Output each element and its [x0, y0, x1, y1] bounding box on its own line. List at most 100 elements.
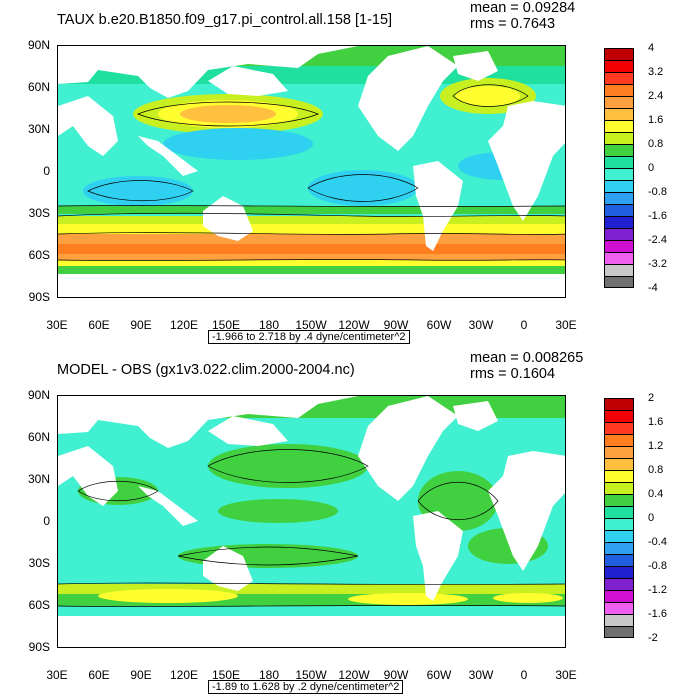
colorbar-label: 4	[648, 42, 655, 54]
colorbar-label: -1.2	[648, 584, 667, 596]
colorbar-label: 3.2	[648, 66, 664, 78]
mean-value: mean = 0.008265	[470, 350, 584, 366]
lat-label: 0	[43, 164, 50, 178]
colorbar-swatch	[604, 506, 634, 518]
colorbar	[604, 48, 634, 288]
colorbar-swatch	[604, 48, 634, 60]
colorbar	[604, 398, 634, 638]
lat-label: 30S	[28, 206, 50, 220]
lon-label: 30E	[555, 318, 577, 332]
lon-label: 60W	[426, 668, 452, 682]
map-plot	[57, 45, 566, 298]
colorbar-swatch	[604, 458, 634, 470]
lon-label: 120E	[169, 668, 199, 682]
colorbar-swatch	[604, 264, 634, 276]
lon-label: 90W	[383, 668, 409, 682]
colorbar-swatch	[604, 108, 634, 120]
contour-caption: -1.89 to 1.628 by .2 dyne/centimeter^2	[208, 680, 404, 694]
contour-caption: -1.966 to 2.718 by .4 dyne/centimeter^2	[208, 330, 410, 344]
colorbar-swatch	[604, 554, 634, 566]
colorbar-swatch	[604, 614, 634, 626]
lat-label: 30N	[27, 472, 50, 486]
colorbar-swatch	[604, 216, 634, 228]
lat-label: 30N	[27, 122, 50, 136]
colorbar-swatch	[604, 518, 634, 530]
map-field	[58, 396, 565, 647]
stats-box: mean = 0.008265 rms = 0.1604	[470, 350, 583, 382]
map-field	[58, 46, 565, 297]
colorbar-swatch	[604, 542, 634, 554]
panel-model-minus-obs: MODEL - OBS (gx1v3.022.clim.2000-2004.nc…	[0, 350, 700, 700]
stats-box: mean = 0.09284 rms = 0.7643	[470, 0, 575, 32]
lon-label: 90W	[383, 318, 409, 332]
colorbar-swatch	[604, 602, 634, 614]
lat-label: 60S	[28, 598, 50, 612]
colorbar-label: -0.4	[648, 536, 667, 548]
lon-label: 30W	[468, 668, 494, 682]
colorbar-swatch	[604, 84, 634, 96]
colorbar-label: -2.4	[648, 234, 667, 246]
colorbar-swatch	[604, 446, 634, 458]
lon-label: 150E	[211, 318, 241, 332]
colorbar-swatch	[604, 494, 634, 506]
colorbar-swatch	[604, 276, 634, 288]
mean-value: mean = 0.09284	[470, 0, 576, 16]
colorbar-swatch	[604, 252, 634, 264]
lon-label: 120W	[338, 668, 370, 682]
colorbar-label: -0.8	[648, 186, 667, 198]
lat-label: 0	[43, 514, 50, 528]
lon-label: 30W	[468, 318, 494, 332]
colorbar-label: -2	[648, 632, 658, 644]
lon-label: 90E	[130, 318, 152, 332]
colorbar-swatch	[604, 434, 634, 446]
colorbar-label: 2.4	[648, 90, 664, 102]
colorbar-swatch	[604, 72, 634, 84]
colorbar-swatch	[604, 60, 634, 72]
lon-label: 0	[520, 668, 528, 682]
rms-value: rms = 0.1604	[470, 366, 556, 382]
lon-label: 60W	[426, 318, 452, 332]
colorbar-swatch	[604, 168, 634, 180]
colorbar-label: -1.6	[648, 608, 667, 620]
lat-label: 90N	[27, 38, 50, 52]
colorbar-swatch	[604, 156, 634, 168]
colorbar-label: 0.4	[648, 488, 664, 500]
colorbar-label: -1.6	[648, 210, 667, 222]
colorbar-label: -0.8	[648, 560, 667, 572]
colorbar-swatch	[604, 422, 634, 434]
colorbar-label: -3.2	[648, 258, 667, 270]
colorbar-label: 1.6	[648, 416, 664, 428]
lat-label: 60S	[28, 248, 50, 262]
lon-label: 150W	[295, 318, 327, 332]
colorbar-swatch	[604, 240, 634, 252]
lon-label: 120W	[338, 318, 370, 332]
colorbar-swatch	[604, 482, 634, 494]
colorbar-swatch	[604, 96, 634, 108]
lon-label: 30E	[555, 668, 577, 682]
lon-label: 60E	[88, 318, 110, 332]
colorbar-swatch	[604, 192, 634, 204]
colorbar-swatch	[604, 530, 634, 542]
panel-title: MODEL - OBS (gx1v3.022.clim.2000-2004.nc…	[57, 362, 355, 378]
colorbar-swatch	[604, 132, 634, 144]
lat-label: 90S	[28, 290, 50, 304]
lat-label: 60N	[27, 80, 50, 94]
lon-label: 0	[520, 318, 528, 332]
lat-label: 30S	[28, 556, 50, 570]
colorbar-swatch	[604, 120, 634, 132]
lon-label: 30E	[46, 318, 68, 332]
lon-label: 180	[258, 668, 280, 682]
colorbar-swatch	[604, 626, 634, 638]
panel-title: TAUX b.e20.B1850.f09_g17.pi_control.all.…	[57, 12, 393, 28]
colorbar-label: 0.8	[648, 464, 664, 476]
colorbar-swatch	[604, 578, 634, 590]
colorbar-swatch	[604, 410, 634, 422]
colorbar-swatch	[604, 180, 634, 192]
lon-label: 180	[258, 318, 280, 332]
colorbar-label: 0.8	[648, 138, 664, 150]
panel-model-taux: TAUX b.e20.B1850.f09_g17.pi_control.all.…	[27, 0, 667, 344]
lon-label: 60E	[88, 668, 110, 682]
colorbar-swatch	[604, 566, 634, 578]
colorbar-swatch	[604, 590, 634, 602]
colorbar-label: 2	[648, 392, 655, 404]
